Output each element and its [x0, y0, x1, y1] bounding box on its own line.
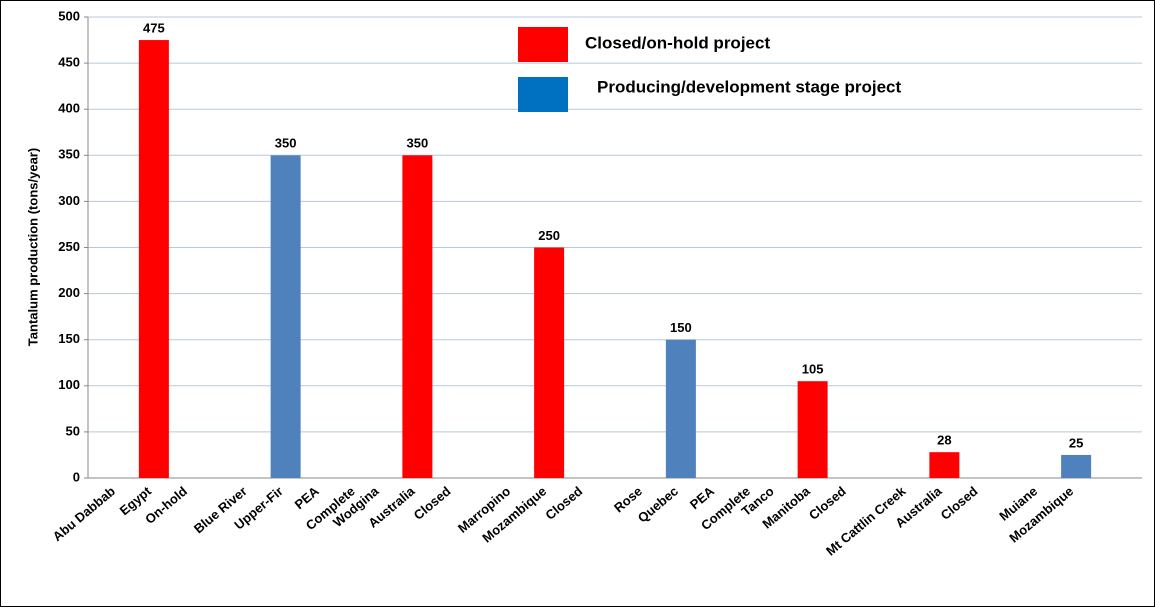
bar	[665, 339, 696, 478]
y-tick-label: 300	[58, 193, 80, 208]
legend-label: Producing/development stage project	[597, 77, 902, 96]
legend-swatch	[518, 27, 568, 62]
bar	[402, 155, 433, 479]
data-label: 105	[802, 362, 824, 377]
y-tick-label: 0	[73, 469, 80, 484]
y-tick-label: 500	[58, 8, 80, 23]
y-tick-label: 200	[58, 285, 80, 300]
y-tick-label: 450	[58, 55, 80, 70]
legend-label: Closed/on-hold project	[585, 33, 770, 52]
bar	[270, 155, 301, 479]
bar	[797, 381, 828, 478]
y-tick-label: 400	[58, 101, 80, 116]
bar	[534, 247, 565, 478]
y-axis-title: Tantalum production (tons/year)	[25, 148, 40, 346]
data-label: 25	[1069, 435, 1083, 450]
bar	[1061, 454, 1092, 478]
y-tick-label: 50	[66, 423, 80, 438]
bar	[138, 40, 169, 479]
bar	[929, 452, 960, 478]
data-label: 150	[670, 320, 692, 335]
data-label: 475	[143, 20, 165, 35]
y-tick-label: 150	[58, 331, 80, 346]
y-tick-label: 100	[58, 377, 80, 392]
legend-swatch	[518, 77, 568, 112]
y-tick-label: 350	[58, 147, 80, 162]
data-label: 28	[937, 433, 951, 448]
data-label: 350	[275, 136, 297, 151]
data-label: 350	[407, 136, 429, 151]
data-label: 250	[538, 228, 560, 243]
y-tick-label: 250	[58, 239, 80, 254]
